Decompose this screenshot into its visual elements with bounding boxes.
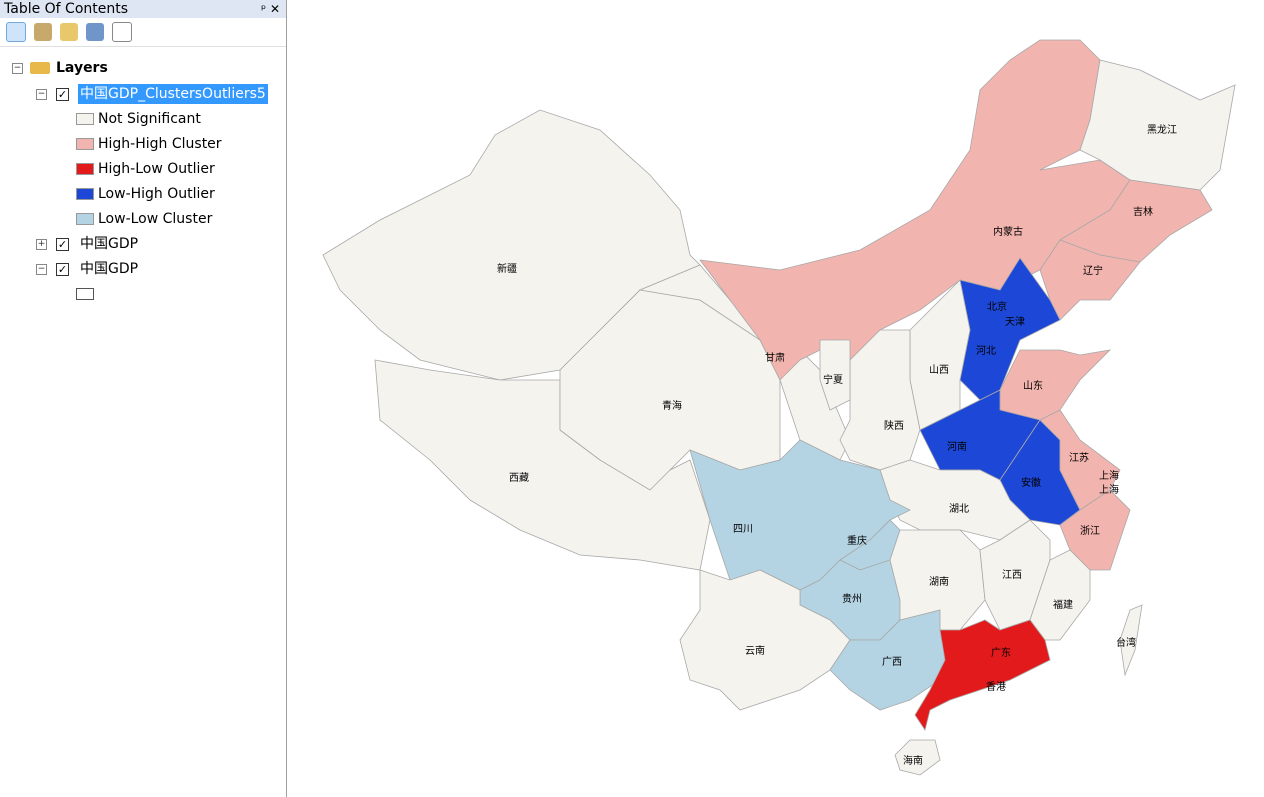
layer-name[interactable]: 中国GDP [80, 236, 139, 252]
collapse[interactable]: − [36, 89, 47, 100]
layers-icon [30, 62, 50, 74]
collapse[interactable]: − [12, 63, 23, 74]
legend-swatch [76, 213, 94, 225]
province [1079, 59, 1236, 191]
list-by-drawing-order[interactable] [6, 22, 26, 42]
province-label: 云南 [745, 644, 765, 657]
legend-swatch [76, 163, 94, 175]
province-label: 江西 [1002, 569, 1022, 581]
province-label: 山东 [1023, 379, 1043, 392]
province-label: 青海 [662, 399, 682, 412]
list-by-visibility[interactable] [60, 23, 78, 41]
province-label: 北京 [987, 300, 1007, 313]
legend-swatch [76, 113, 94, 125]
map-labels: 黑龙江吉林内蒙古辽宁新疆北京天津河北山西山东甘肃宁夏青海陕西河南江苏上海上海西藏… [497, 123, 1177, 767]
province-label: 上海 [1099, 483, 1119, 496]
list-by-source[interactable] [34, 23, 52, 41]
symbol [76, 288, 94, 300]
layer-name[interactable]: 中国GDP [80, 261, 139, 277]
province-label: 香港 [986, 681, 1006, 693]
province-label: 新疆 [497, 262, 517, 275]
legend-label: High-High Cluster [98, 136, 222, 152]
collapse[interactable]: − [36, 264, 47, 275]
options[interactable] [112, 22, 132, 42]
legend-swatch [76, 138, 94, 150]
legend-label: High-Low Outlier [98, 161, 215, 177]
province-label: 海南 [903, 754, 923, 767]
province-label: 贵州 [842, 592, 862, 605]
layer-name[interactable]: 中国GDP_ClustersOutliers5 [78, 84, 268, 104]
province [1119, 604, 1143, 677]
province-label: 广西 [882, 656, 902, 668]
province-label: 湖北 [949, 503, 969, 515]
table-of-contents: Table Of Contents ᵖ ✕ − Layers − ✓ 中国GDP_Clu… [0, 0, 287, 797]
province [679, 569, 851, 711]
toc-buttons[interactable]: ᵖ ✕ [260, 2, 280, 16]
province-label: 重庆 [847, 534, 867, 547]
province-label: 天津 [1005, 316, 1025, 328]
toc-toolbar [0, 18, 286, 47]
province-label: 陕西 [884, 419, 904, 432]
map: 黑龙江吉林内蒙古辽宁新疆北京天津河北山西山东甘肃宁夏青海陕西河南江苏上海上海西藏… [322, 39, 1236, 776]
expand[interactable]: + [36, 239, 47, 250]
toc-title: Table Of Contents [4, 1, 129, 17]
legend-swatch [76, 188, 94, 200]
province-label: 黑龙江 [1147, 123, 1177, 136]
province-label: 辽宁 [1083, 264, 1103, 277]
province-label: 浙江 [1080, 525, 1100, 537]
province-label: 广东 [991, 646, 1011, 659]
root-label: Layers [56, 60, 108, 76]
province-label: 宁夏 [823, 373, 843, 386]
province-label: 甘肃 [765, 351, 785, 364]
province-label: 台湾 [1116, 636, 1136, 649]
province-label: 江苏 [1069, 451, 1089, 464]
province [894, 739, 941, 776]
province [819, 339, 851, 411]
province-label: 四川 [733, 524, 753, 535]
checkbox[interactable]: ✓ [56, 263, 69, 276]
province [914, 619, 1051, 731]
province-label: 吉林 [1133, 205, 1153, 218]
province-label: 西藏 [509, 472, 529, 484]
province-label: 山西 [929, 364, 949, 376]
toc-header: Table Of Contents ᵖ ✕ [0, 0, 286, 18]
province-label: 河北 [976, 345, 996, 357]
province [999, 349, 1112, 421]
legend-label: Low-Low Cluster [98, 211, 213, 227]
province-label: 湖南 [929, 575, 949, 588]
province-label: 上海 [1099, 469, 1119, 482]
legend-label: Not Significant [98, 111, 201, 127]
province-label: 福建 [1053, 598, 1073, 611]
checkbox[interactable]: ✓ [56, 88, 69, 101]
list-by-selection[interactable] [86, 23, 104, 41]
province [322, 109, 701, 381]
province-label: 安徽 [1021, 476, 1041, 489]
legend-label: Low-High Outlier [98, 186, 215, 202]
province-label: 河南 [947, 440, 967, 453]
province-label: 内蒙古 [993, 225, 1023, 238]
checkbox[interactable]: ✓ [56, 238, 69, 251]
